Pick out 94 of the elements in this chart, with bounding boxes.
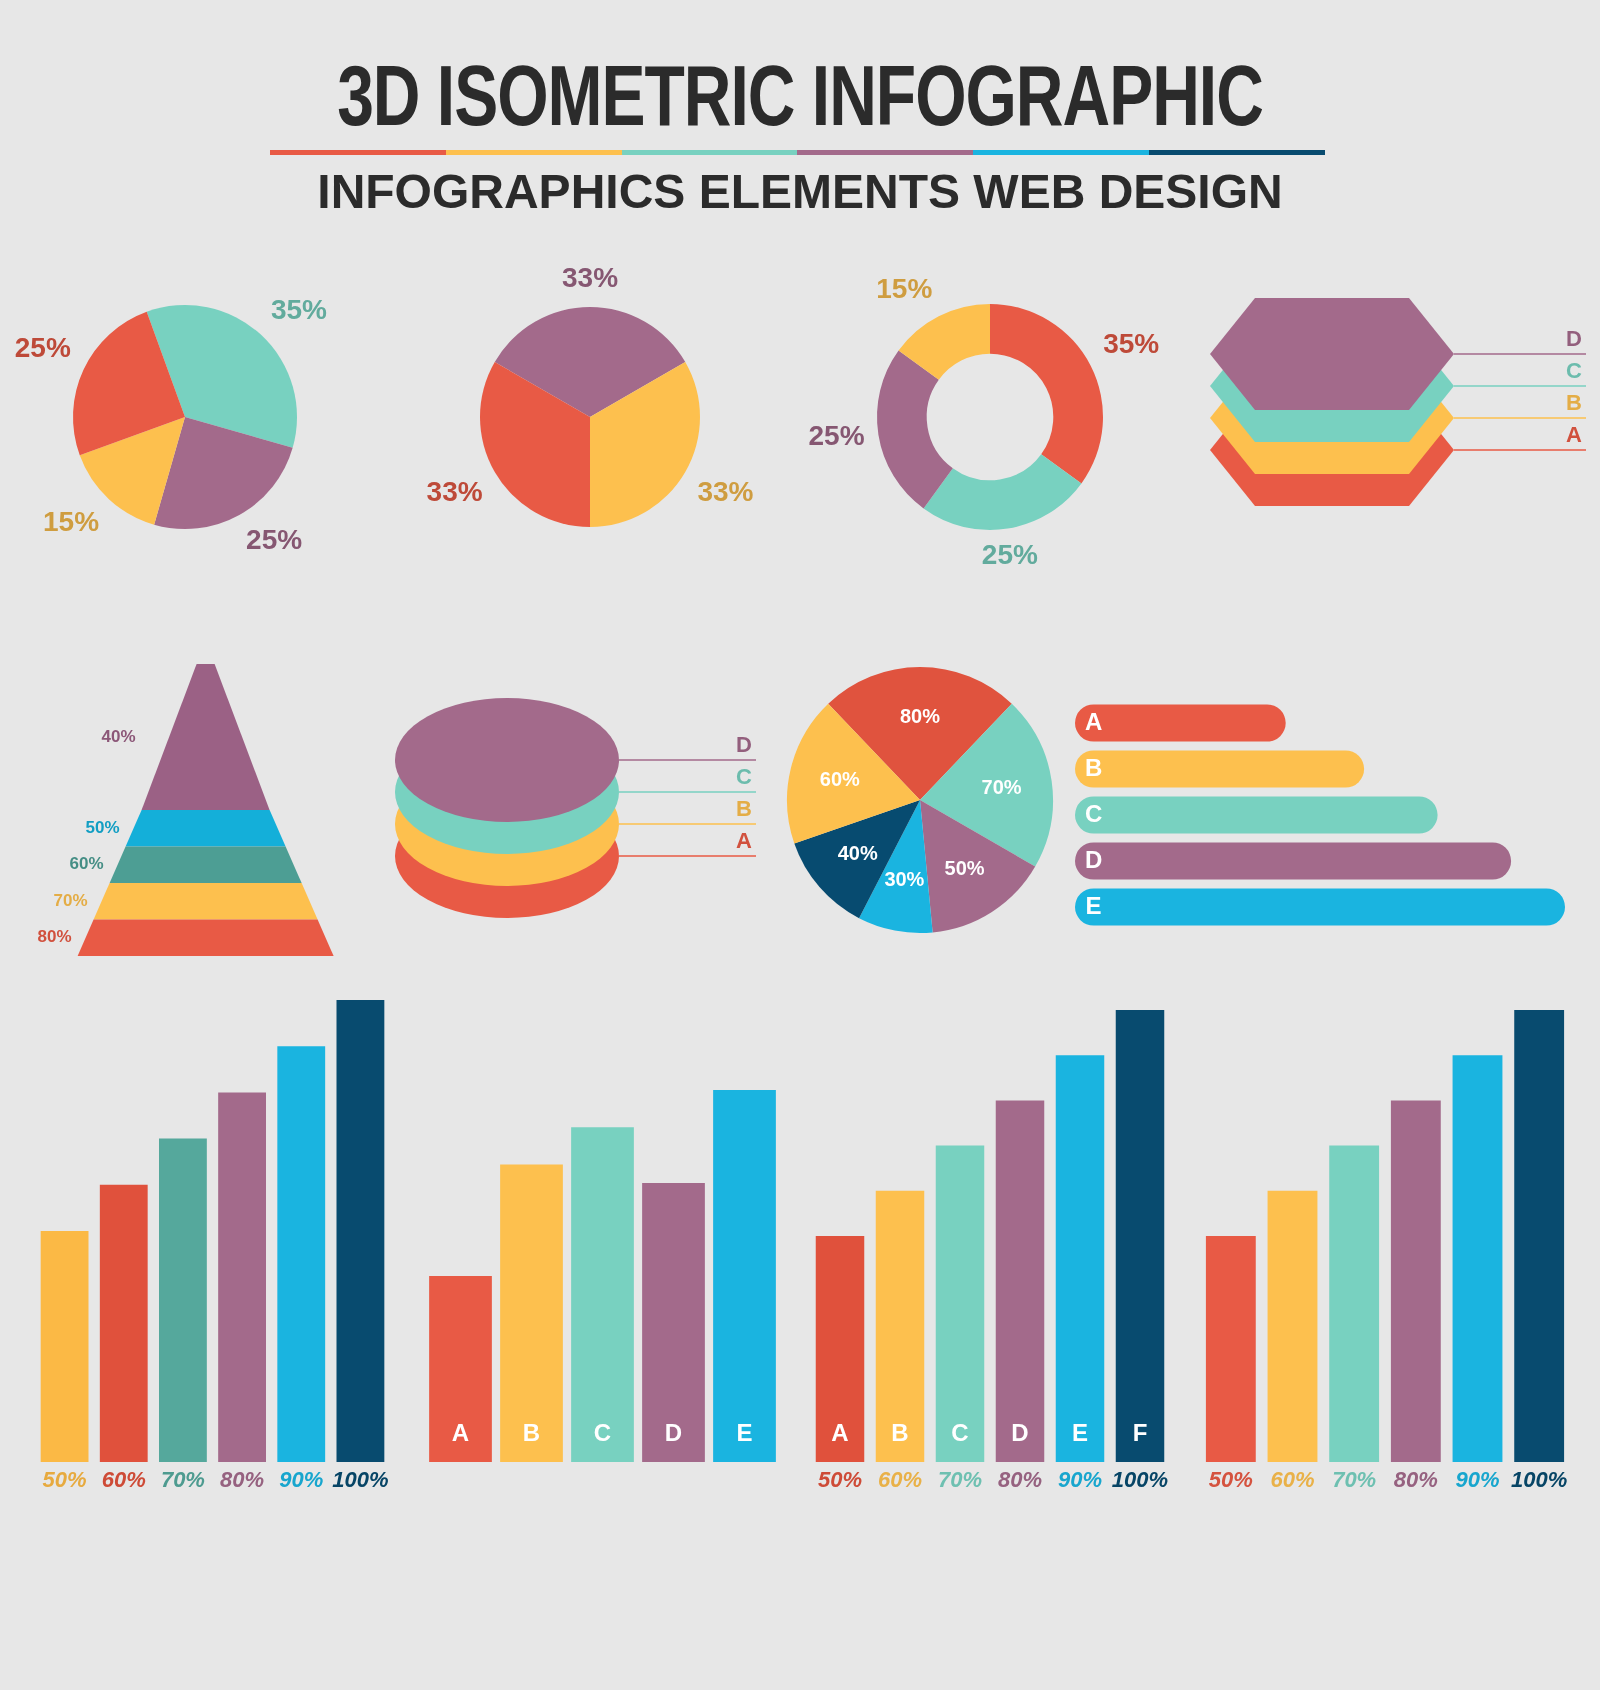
data-label: 33% — [697, 475, 754, 507]
category-label: C — [951, 1418, 969, 1446]
data-label: 80% — [1393, 1467, 1438, 1493]
bar — [1075, 750, 1365, 788]
data-label: 25% — [808, 419, 865, 451]
category-label: E — [1085, 891, 1102, 919]
data-label: 50% — [1208, 1467, 1253, 1493]
bar — [1055, 1055, 1105, 1462]
bar — [571, 1127, 634, 1462]
bar — [500, 1164, 563, 1462]
bar — [1115, 1010, 1165, 1462]
category-label: A — [1084, 707, 1103, 735]
bar — [1452, 1055, 1503, 1462]
data-label: 60% — [819, 768, 861, 791]
bar — [995, 1100, 1045, 1462]
data-label: 50% — [85, 817, 120, 837]
data-label: 40% — [101, 726, 136, 746]
category-label: F — [1132, 1418, 1148, 1446]
category-label: B — [891, 1418, 909, 1446]
data-label: 50% — [944, 856, 985, 879]
category-label: D — [1084, 845, 1103, 873]
data-label: 80% — [37, 927, 72, 947]
data-label: 100% — [332, 1467, 389, 1493]
data-label: 33% — [426, 475, 483, 507]
data-label: 25% — [246, 523, 303, 555]
category-label: A — [831, 1418, 849, 1446]
data-label: 25% — [14, 332, 71, 364]
bar — [1075, 796, 1438, 834]
bar — [1267, 1190, 1318, 1462]
category-label: D — [1566, 326, 1582, 352]
bar — [815, 1236, 865, 1462]
data-label: 25% — [981, 539, 1038, 571]
data-label: 33% — [561, 261, 619, 293]
category-label: B — [1566, 390, 1582, 416]
bar — [1390, 1100, 1441, 1462]
bar — [277, 1046, 326, 1462]
data-label: 60% — [877, 1467, 923, 1493]
bar — [875, 1190, 925, 1462]
category-label: E — [1071, 1418, 1089, 1446]
bar — [99, 1184, 148, 1462]
bar — [1075, 842, 1512, 880]
bar — [713, 1090, 776, 1462]
category-label: B — [522, 1418, 541, 1446]
text: 3D ISOMETRIC INFOGRAPHIC — [337, 46, 1263, 144]
data-label: 30% — [884, 868, 925, 891]
bar — [1075, 888, 1565, 926]
data-label: 80% — [220, 1467, 265, 1493]
data-label: 70% — [937, 1467, 983, 1493]
category-label: B — [736, 796, 752, 822]
data-label: 60% — [101, 1467, 146, 1493]
bar — [1205, 1236, 1256, 1462]
data-label: 50% — [817, 1467, 863, 1493]
text: INFOGRAPHICS ELEMENTS WEB DESIGN — [317, 165, 1283, 218]
bar — [935, 1145, 985, 1462]
category-label: D — [664, 1418, 683, 1446]
bar — [218, 1092, 266, 1462]
category-label: C — [593, 1418, 612, 1446]
data-label: 80% — [899, 705, 941, 728]
bar — [642, 1183, 705, 1462]
bar — [1329, 1145, 1380, 1462]
data-label: 60% — [69, 854, 104, 874]
category-label: A — [451, 1418, 470, 1446]
category-label: D — [1011, 1418, 1029, 1446]
data-label: 70% — [53, 890, 88, 910]
category-label: C — [1084, 799, 1103, 827]
category-label: B — [1084, 753, 1103, 781]
bar — [40, 1231, 89, 1462]
bar — [1514, 1010, 1565, 1462]
data-label: 90% — [1455, 1467, 1500, 1493]
data-label: 100% — [1511, 1467, 1568, 1493]
data-label: 60% — [1270, 1467, 1315, 1493]
category-label: C — [1566, 358, 1583, 384]
data-label: 15% — [876, 272, 933, 304]
category-label: A — [736, 828, 753, 854]
category-label: E — [736, 1418, 753, 1446]
data-label: 15% — [43, 505, 100, 537]
category-label: C — [736, 764, 753, 790]
bar — [1075, 704, 1286, 742]
data-label: 40% — [837, 841, 878, 864]
data-label: 70% — [160, 1467, 205, 1493]
bar — [429, 1276, 492, 1462]
category-label: D — [736, 732, 752, 758]
data-label: 90% — [1057, 1467, 1103, 1493]
bar — [159, 1138, 207, 1462]
data-label: 70% — [1332, 1467, 1377, 1493]
data-label: 80% — [997, 1467, 1043, 1493]
data-label: 90% — [279, 1467, 324, 1493]
data-label: 50% — [42, 1467, 87, 1493]
bar — [336, 1000, 385, 1462]
data-label: 100% — [1111, 1467, 1169, 1493]
data-label: 70% — [981, 775, 1022, 798]
data-label: 35% — [1103, 328, 1160, 360]
data-label: 35% — [270, 293, 328, 325]
category-label: A — [1566, 422, 1583, 448]
